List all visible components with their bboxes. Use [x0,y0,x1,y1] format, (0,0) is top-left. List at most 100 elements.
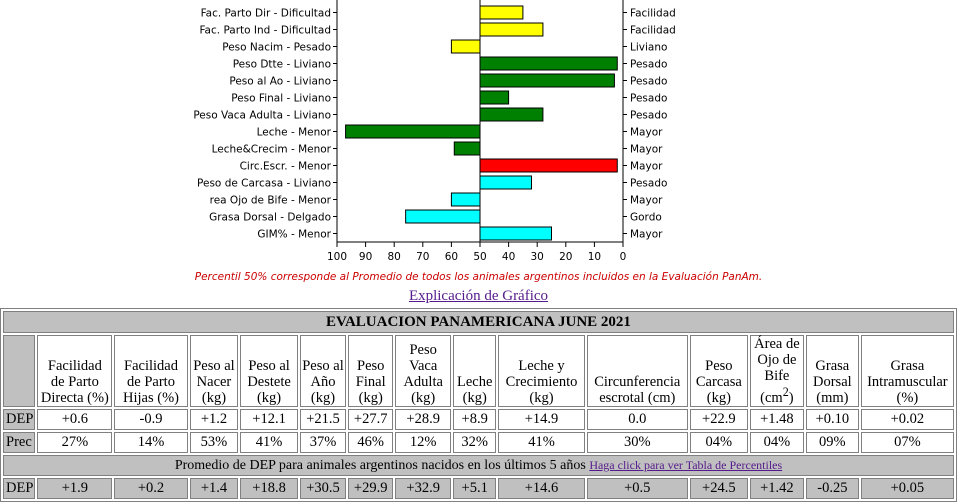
row-label-right-1: Facilidad [630,25,676,37]
row-label-prec: Prec [3,431,36,453]
row-label-left-2: Peso Nacim - Pesado [222,42,331,54]
x-tick-label-1: 90 [359,251,372,263]
row-label-right-12: Gordo [630,212,662,224]
percentile-chart: Fac. Parto Dir - Dificultad Facilidad Fac.… [193,0,676,263]
prec-cell-12: 09% [805,431,859,453]
column-header-1: Facilidad de Parto Hijas (%) [114,335,188,407]
column-header-8: Leche y Crecimiento (kg) [498,335,585,407]
x-tick-label-4: 60 [445,251,458,263]
dep-cell-10: +22.9 [689,408,748,430]
bar-8 [453,141,481,156]
column-header-2: Peso al Nacer (kg) [189,335,239,407]
row-label-right-8: Mayor [630,144,663,156]
prec-cell-7: 32% [453,431,497,453]
chart-labels: Fac. Parto Dir - Dificultad Facilidad Fac.… [193,8,675,241]
row-label-right-10: Pesado [630,178,667,190]
row-label-right-7: Mayor [630,127,663,139]
row-label-right-5: Pesado [630,93,667,105]
row-label-average-dep: DEP [3,477,36,499]
x-tick-label-9: 10 [588,251,601,263]
row-label-left-5: Peso Final - Liviano [231,93,331,105]
column-header-9: Circunferencia escrotal (cm) [586,335,688,407]
average-caption-text: Promedio de DEP para animales argentinos… [174,457,586,473]
x-tick-label-7: 30 [531,251,544,263]
prec-cell-10: 04% [689,431,748,453]
bar-6 [479,107,544,122]
chart-explanation-link[interactable]: Explicación de Gráfico [408,288,549,304]
column-header-12: Grasa Dorsal (mm) [805,335,859,407]
avg-dep-cell-5: +29.9 [348,477,394,499]
dep-cell-7: +8.9 [453,408,497,430]
bar-13 [479,226,552,241]
dep-cell-6: +28.9 [395,408,452,430]
prec-cell-4: 37% [299,431,347,453]
row-label-right-4: Pesado [630,76,667,88]
avg-dep-cell-1: +0.2 [114,477,188,499]
dep-cell-12: +0.10 [805,408,859,430]
row-label-right-2: Liviano [630,42,667,54]
prec-cell-11: 04% [749,431,804,453]
prec-cell-2: 53% [189,431,239,453]
row-label-left-7: Leche - Menor [257,127,332,139]
dep-cell-5: +27.7 [348,408,394,430]
prec-cell-6: 12% [395,431,452,453]
prec-cell-1: 14% [114,431,188,453]
column-header-3: Peso al Destete (kg) [240,335,298,407]
avg-dep-cell-10: +24.5 [689,477,748,499]
table-header-row: Facilidad de Parto Directa (%) Facilidad … [3,335,954,407]
row-label-right-13: Mayor [630,229,663,241]
dep-cell-4: +21.5 [299,408,347,430]
x-tick-label-3: 70 [416,251,429,263]
avg-dep-cell-0: +1.9 [37,477,113,499]
dep-cell-13: +0.02 [860,408,954,430]
table-title: EVALUACION PANAMERICANA JUNE 2021 [3,311,954,333]
bar-11 [450,192,481,207]
average-caption: Promedio de DEP para animales argentinos… [3,454,954,476]
row-label-dep: DEP [3,408,36,430]
chart-note: Percentil 50% corresponde al Promedio de… [194,271,763,283]
prec-cell-9: 30% [586,431,688,453]
bar-2 [450,39,481,54]
bar-5 [479,90,510,105]
bar-3 [479,56,618,71]
prec-cell-13: 07% [860,431,954,453]
row-label-right-0: Facilidad [630,8,676,20]
column-header-10: Peso Carcasa (kg) [689,335,748,407]
dep-cell-8: +14.9 [498,408,585,430]
chart-bars [345,5,618,241]
percentile-table-link[interactable]: Haga click para ver Tabla de Percentiles [589,457,783,472]
table-row-average-dep: DEP +1.9 +0.2 +1.4 +18.8 +30.5 +29.9 +32.9 +5.1… [3,477,954,499]
bar-12 [405,209,481,224]
superscript: 2 [782,385,789,399]
dep-cell-9: 0.0 [586,408,688,430]
row-label-right-3: Pesado [630,59,667,71]
x-tick-label-10: 0 [620,251,627,263]
row-label-left-8: Leche&Crecim - Menor [212,144,332,156]
bar-9 [479,158,618,173]
prec-cell-3: 41% [240,431,298,453]
dep-cell-3: +12.1 [240,408,298,430]
dep-cell-11: +1.48 [749,408,804,430]
x-tick-label-0: 100 [327,251,347,263]
x-tick-label-2: 80 [388,251,401,263]
column-header-5: Peso Final (kg) [348,335,394,407]
column-header-13: Grasa Intramuscular (%) [860,335,954,407]
bar-1 [479,22,544,37]
row-label-left-9: Circ.Escr. - Menor [240,161,332,173]
row-label-left-4: Peso al Ao - Liviano [229,76,331,88]
row-label-left-11: rea Ojo de Bife - Menor [210,195,332,207]
row-label-right-9: Mayor [630,161,663,173]
column-header-0: Facilidad de Parto Directa (%) [37,335,113,407]
column-header-11: Área de Ojo de Bife (cm2) [749,335,804,407]
table-row-prec: Prec 27% 14% 53% 41% 37% 46% 12% 32% 41% 30% 04% 04… [3,431,954,453]
column-header-7: Leche (kg) [453,335,497,407]
x-tick-label-5: 50 [473,251,486,263]
average-caption-row: Promedio de DEP para animales argentinos… [3,454,954,476]
prec-cell-0: 27% [37,431,113,453]
row-label-left-1: Fac. Parto Ind - Dificultad [199,25,331,37]
prec-cell-8: 41% [498,431,585,453]
row-label-left-6: Peso Vaca Adulta - Liviano [193,110,331,122]
column-header-4: Peso al Año (kg) [299,335,347,407]
x-tick-label-8: 20 [559,251,572,263]
row-label-left-13: GIM% - Menor [257,229,331,241]
